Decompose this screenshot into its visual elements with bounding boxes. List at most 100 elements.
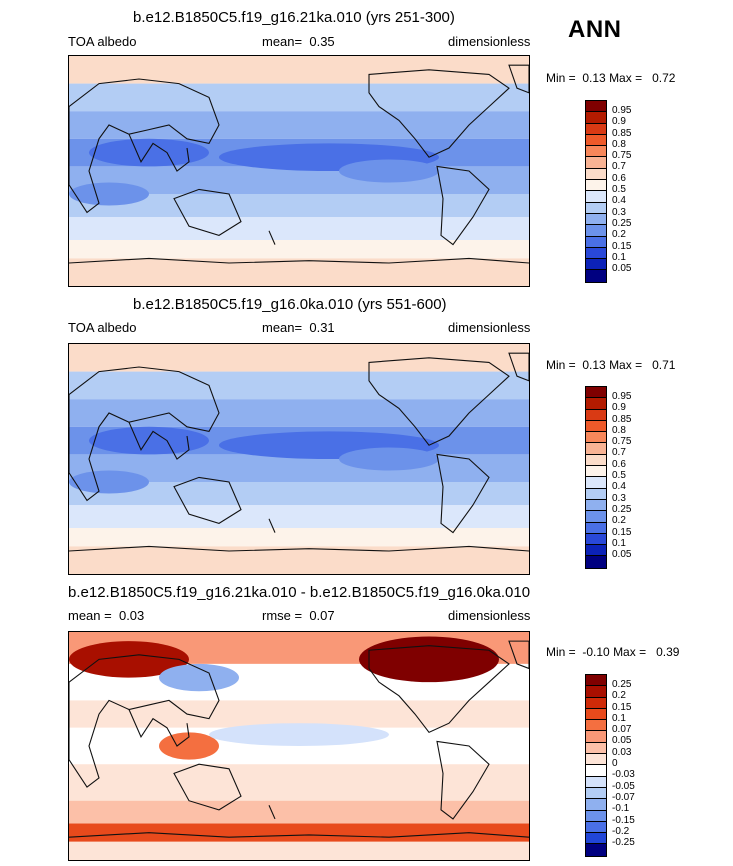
colorbar-tick-label: 0.4	[612, 481, 626, 493]
panel-2-max-label: Max =	[609, 358, 643, 372]
colorbar-tick-label: 0.75	[612, 436, 632, 448]
colorbar-swatch	[586, 157, 606, 169]
coastline	[69, 654, 220, 788]
panel-2-units-label: dimensionless	[448, 320, 531, 335]
colorbar-swatch	[586, 180, 606, 192]
coastline	[69, 257, 529, 264]
panel-1-variable-label: TOA albedo	[68, 34, 137, 49]
colorbar-tick-label: 0.15	[612, 240, 632, 252]
colorbar-tick-label: -0.1	[612, 803, 630, 815]
colorbar-swatch	[586, 833, 606, 845]
colorbar-tick-label: 0.05	[612, 735, 632, 747]
map-band	[69, 217, 529, 240]
colorbar-tick-label: 0.25	[612, 503, 632, 515]
map-band	[69, 83, 529, 112]
map-anomaly-region	[209, 723, 389, 746]
colorbar-swatch	[586, 511, 606, 523]
colorbar-tick-label: 0.9	[612, 116, 626, 128]
coastline	[436, 740, 490, 820]
colorbar-swatch	[586, 236, 606, 248]
colorbar-swatch	[586, 787, 606, 800]
panel-3-min-value: -0.10	[582, 645, 610, 659]
colorbar-tick-label: 0.15	[612, 526, 632, 538]
colorbar-swatch	[586, 697, 606, 709]
colorbar-swatch	[586, 675, 606, 687]
colorbar-swatch	[586, 202, 606, 214]
colorbar-tick-label: 0.5	[612, 184, 626, 196]
panel-1-mean-text: mean=	[262, 34, 303, 49]
colorbar-swatch	[586, 499, 606, 512]
panel-1-title: b.e12.B1850C5.f19_g16.21ka.010 (yrs 251-…	[133, 9, 455, 26]
colorbar-swatch	[586, 259, 606, 271]
colorbar-tick-label: -0.05	[612, 780, 635, 792]
coastline	[368, 69, 510, 158]
panel-1-colorbar-labels: 0.95 0.9 0.85 0.8 0.75 0.7 0.6 0.5 0.4 0.3 0.25 0.2…	[612, 105, 632, 275]
panel-3-mean-value: 0.03	[118, 608, 145, 623]
map-field-svg	[69, 56, 529, 286]
coastline	[508, 640, 529, 670]
map-band	[69, 371, 529, 400]
colorbar-tick-label: 0.2	[612, 515, 626, 527]
map-band	[69, 344, 529, 372]
colorbar-swatch	[586, 270, 606, 282]
colorbar-tick-label: -0.15	[612, 814, 635, 826]
colorbar-swatch	[586, 844, 606, 856]
colorbar-tick-label: 0.25	[612, 217, 632, 229]
coastline	[436, 453, 490, 534]
colorbar-tick-label: 0.7	[612, 447, 626, 459]
coastline	[368, 645, 510, 734]
colorbar-tick-label: -0.25	[612, 837, 635, 849]
panel-2-map	[68, 343, 530, 575]
colorbar-tick-label: -0.2	[612, 825, 630, 837]
panel-1-units-label: dimensionless	[448, 34, 531, 49]
panel-1-map	[68, 55, 530, 287]
colorbar-swatch	[586, 821, 606, 834]
colorbar-tick-label: 0.75	[612, 150, 632, 162]
colorbar-tick-label: 0.85	[612, 127, 632, 139]
colorbar-tick-label: 0.4	[612, 195, 626, 207]
colorbar-swatch	[586, 477, 606, 489]
panel-3-colorbar-labels: 0.25 0.2 0.15 0.1 0.07 0.05 0.03 0 -0.03 -0.05 -0.…	[612, 679, 635, 849]
colorbar-swatch	[586, 168, 606, 181]
panel-3-min-label: Min =	[546, 645, 576, 659]
map-anomaly-region	[89, 138, 209, 167]
colorbar-tick-label: 0.07	[612, 724, 632, 736]
panel-3-rmse-label: rmse = 0.07	[262, 608, 335, 623]
colorbar-tick-label: 0.85	[612, 413, 632, 425]
colorbar-swatch	[586, 810, 606, 822]
colorbar-tick-label: 0.15	[612, 701, 632, 713]
map-anomaly-region	[339, 447, 439, 471]
panel-3-mean-text: mean =	[68, 608, 112, 623]
panel-3-colorbar	[585, 674, 607, 857]
colorbar-swatch	[586, 776, 606, 788]
coastline	[436, 165, 490, 246]
coastline	[173, 188, 242, 236]
coastline	[128, 421, 190, 460]
map-band	[69, 111, 529, 139]
colorbar-tick-label: 0.6	[612, 458, 626, 470]
colorbar-swatch	[586, 420, 606, 433]
panel-3-rmse-value: 0.07	[309, 608, 335, 623]
panel-2-title: b.e12.B1850C5.f19_g16.0ka.010 (yrs 551-6…	[133, 296, 447, 313]
colorbar-swatch	[586, 134, 606, 147]
panel-2-min-label: Min =	[546, 358, 576, 372]
map-anomaly-region	[69, 470, 149, 494]
colorbar-swatch	[586, 466, 606, 478]
coastline	[268, 230, 276, 245]
colorbar-tick-label: 0.1	[612, 712, 626, 724]
panel-3-units-label: dimensionless	[448, 608, 531, 623]
colorbar-swatch	[586, 432, 606, 444]
colorbar-swatch	[586, 545, 606, 557]
panel-3-max-value: 0.39	[656, 645, 680, 659]
colorbar-tick-label: 0.1	[612, 537, 626, 549]
colorbar-swatch	[586, 742, 606, 755]
colorbar-tick-label: -0.07	[612, 791, 635, 803]
map-band	[69, 258, 529, 286]
colorbar-tick-label: 0.3	[612, 492, 626, 504]
map-anomaly-region	[89, 426, 209, 455]
panel-2-minmax: Min = 0.13 Max = 0.71	[546, 358, 675, 372]
coastline	[69, 832, 529, 838]
colorbar-swatch	[586, 522, 606, 534]
colorbar-swatch	[586, 454, 606, 467]
colorbar-swatch	[586, 387, 606, 399]
